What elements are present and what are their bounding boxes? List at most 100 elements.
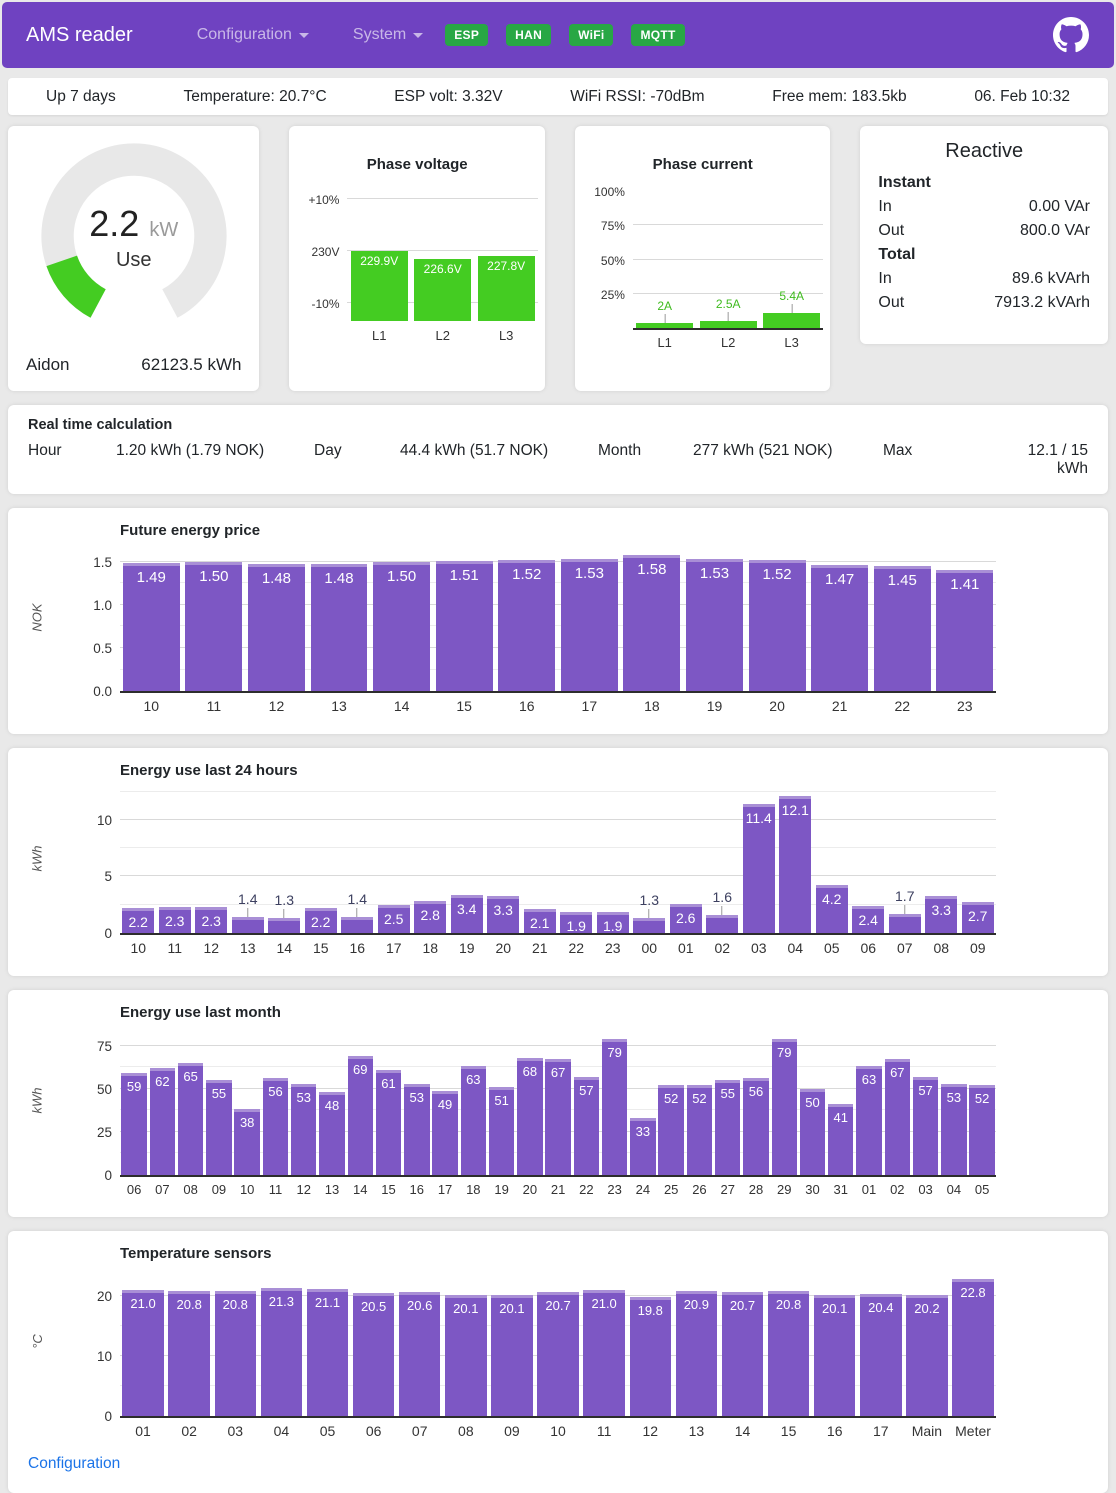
- bar-temps-08: 20.1: [445, 1295, 487, 1416]
- bar-slot: 1.47: [808, 543, 871, 691]
- bar-slot: 1.50: [183, 543, 246, 691]
- x-tick-label: 03: [750, 940, 767, 956]
- reactive-title: Reactive: [945, 140, 1024, 162]
- reactive-value: 800.0 VAr: [1020, 222, 1090, 239]
- callout-line: [721, 905, 723, 915]
- gauge-unit: kW: [149, 218, 179, 241]
- x-tick-label: 09: [969, 940, 986, 956]
- bar-value-label: 2.7: [968, 908, 988, 925]
- x-tick-label: 01: [677, 940, 694, 956]
- bar-price-18: 1.58: [623, 555, 681, 691]
- bar-value-label: 1.9: [566, 917, 586, 934]
- reactive-row: Out 800.0 VAr: [878, 219, 1090, 243]
- x-axis-line: [120, 691, 996, 693]
- bar-value-label: 57: [918, 1082, 933, 1098]
- bar-last24-16: [341, 917, 374, 933]
- menu-system[interactable]: System: [353, 26, 424, 44]
- x-tick-label: 03: [227, 1423, 244, 1439]
- bar-value-label: 49: [437, 1096, 453, 1112]
- x-tick-label: 16: [409, 1182, 425, 1197]
- x-tick-label: 13: [239, 940, 256, 956]
- bar-value-callout: 2.5A: [716, 297, 741, 322]
- realtime-title: Real time calculation: [28, 417, 173, 433]
- gridline: [632, 292, 824, 294]
- bar-month-29: 79: [771, 1038, 797, 1175]
- reactive-section-label: Instant: [878, 174, 931, 191]
- bar-value-label: 50: [805, 1094, 820, 1110]
- bar-value-label: 12.1: [781, 802, 809, 819]
- bar-month-03: 57: [912, 1076, 939, 1175]
- bar-month-04: 53: [941, 1083, 967, 1175]
- bar-slot: 62: [148, 1025, 176, 1175]
- bar-temps-17: 20.4: [860, 1293, 902, 1416]
- bar-value-label: 68: [522, 1063, 538, 1079]
- brand[interactable]: AMS reader: [26, 23, 133, 46]
- x-tick-label: 12: [642, 1423, 659, 1439]
- bar-value-label: 20.5: [360, 1299, 387, 1314]
- x-tick-label: 06: [365, 1423, 382, 1439]
- bar-month-20: 68: [517, 1057, 543, 1175]
- bar-value-label: 20.1: [453, 1301, 479, 1317]
- bar-month-18: 63: [460, 1066, 487, 1175]
- x-tick-label: 20: [495, 940, 512, 956]
- bar-value-label: 21.3: [268, 1294, 295, 1310]
- x-tick-label: 17: [581, 698, 598, 714]
- gridline: [120, 560, 996, 562]
- menu-configuration[interactable]: Configuration: [197, 26, 309, 44]
- bar-value-label: 1.4: [347, 891, 367, 908]
- bar-value-label: 1.53: [699, 565, 730, 583]
- bar-price-16: 1.52: [498, 560, 556, 691]
- github-icon[interactable]: [1052, 16, 1090, 54]
- bar-phase_current-L2: [699, 321, 757, 328]
- y-tick-label: 50%: [600, 253, 625, 268]
- y-axis-unit-text: °C: [29, 1333, 45, 1349]
- x-tick-label: 23: [604, 940, 621, 956]
- x-tick-label: 14: [393, 698, 410, 714]
- bar-value-label: 2.4: [858, 911, 878, 928]
- x-tick-label: L1: [657, 335, 672, 350]
- callout-line: [247, 908, 249, 918]
- bar-slot: 1.52: [746, 543, 809, 691]
- bar-value-label: 2A: [657, 298, 673, 313]
- bar-value-label: 1.41: [950, 575, 980, 593]
- bar-slot: 53: [940, 1025, 968, 1175]
- bar-slot: 22.8: [950, 1266, 996, 1416]
- gauge-value: 2.2: [89, 202, 140, 244]
- bar-slot: 33: [629, 1025, 657, 1175]
- callout-line: [648, 909, 650, 919]
- bar-slot: 2.2: [120, 783, 157, 933]
- bar-slot: 1.7: [887, 783, 924, 933]
- x-axis-labels: 10 11 12 13 14 15 16 17 18 19 20 21 22 23: [120, 698, 996, 714]
- x-tick-label: 31: [833, 1182, 848, 1197]
- bar-value-label: 229.9V: [360, 254, 399, 269]
- bar-value-label: 3.3: [493, 901, 513, 918]
- gridline: [347, 249, 538, 251]
- bar-slot: 20.8: [766, 1266, 812, 1416]
- bar-last24-11: 2.3: [158, 906, 191, 933]
- bar-price-19: 1.53: [686, 559, 743, 691]
- bar-slot: 68: [516, 1025, 544, 1175]
- bar-month-30: 50: [799, 1088, 826, 1175]
- bar-value-label: 20.8: [775, 1297, 802, 1313]
- bar-month-27: 55: [714, 1080, 741, 1175]
- nav-menus: Configuration System: [197, 26, 424, 44]
- bar-slot: 20.2: [904, 1266, 950, 1416]
- bar-value-label: 2.3: [201, 912, 221, 929]
- realtime-card: Real time calculation Hour 1.20 kWh (1.79…: [8, 405, 1108, 494]
- bar-value-label: 61: [381, 1075, 396, 1091]
- bar-last24-01: 2.6: [669, 903, 702, 933]
- gridline: [120, 582, 996, 584]
- bar-temps-15: 20.8: [767, 1291, 810, 1416]
- bar-slot: 2.3: [193, 783, 230, 933]
- bar-last24-08: 3.3: [925, 895, 958, 933]
- callout-line: [283, 909, 285, 919]
- bar-slot: 1.45: [871, 543, 934, 691]
- chart-phase_current: 25% 50% 75% 100% 2A 2.5A 5.4A: [575, 185, 830, 330]
- bar-value-label: 1.51: [449, 567, 479, 585]
- reactive-section-label: Total: [878, 246, 916, 263]
- configuration-link[interactable]: Configuration: [28, 1455, 121, 1472]
- bar-slot: 2.3: [157, 783, 194, 933]
- y-tick-label: 10: [96, 812, 112, 828]
- y-tick-label: 1.5: [93, 554, 112, 570]
- bar-slot: 21.1: [304, 1266, 350, 1416]
